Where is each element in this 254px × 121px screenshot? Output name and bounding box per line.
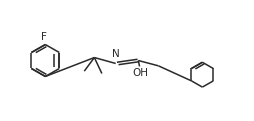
Text: OH: OH (133, 68, 149, 78)
Text: F: F (41, 32, 47, 42)
Text: N: N (112, 49, 120, 59)
